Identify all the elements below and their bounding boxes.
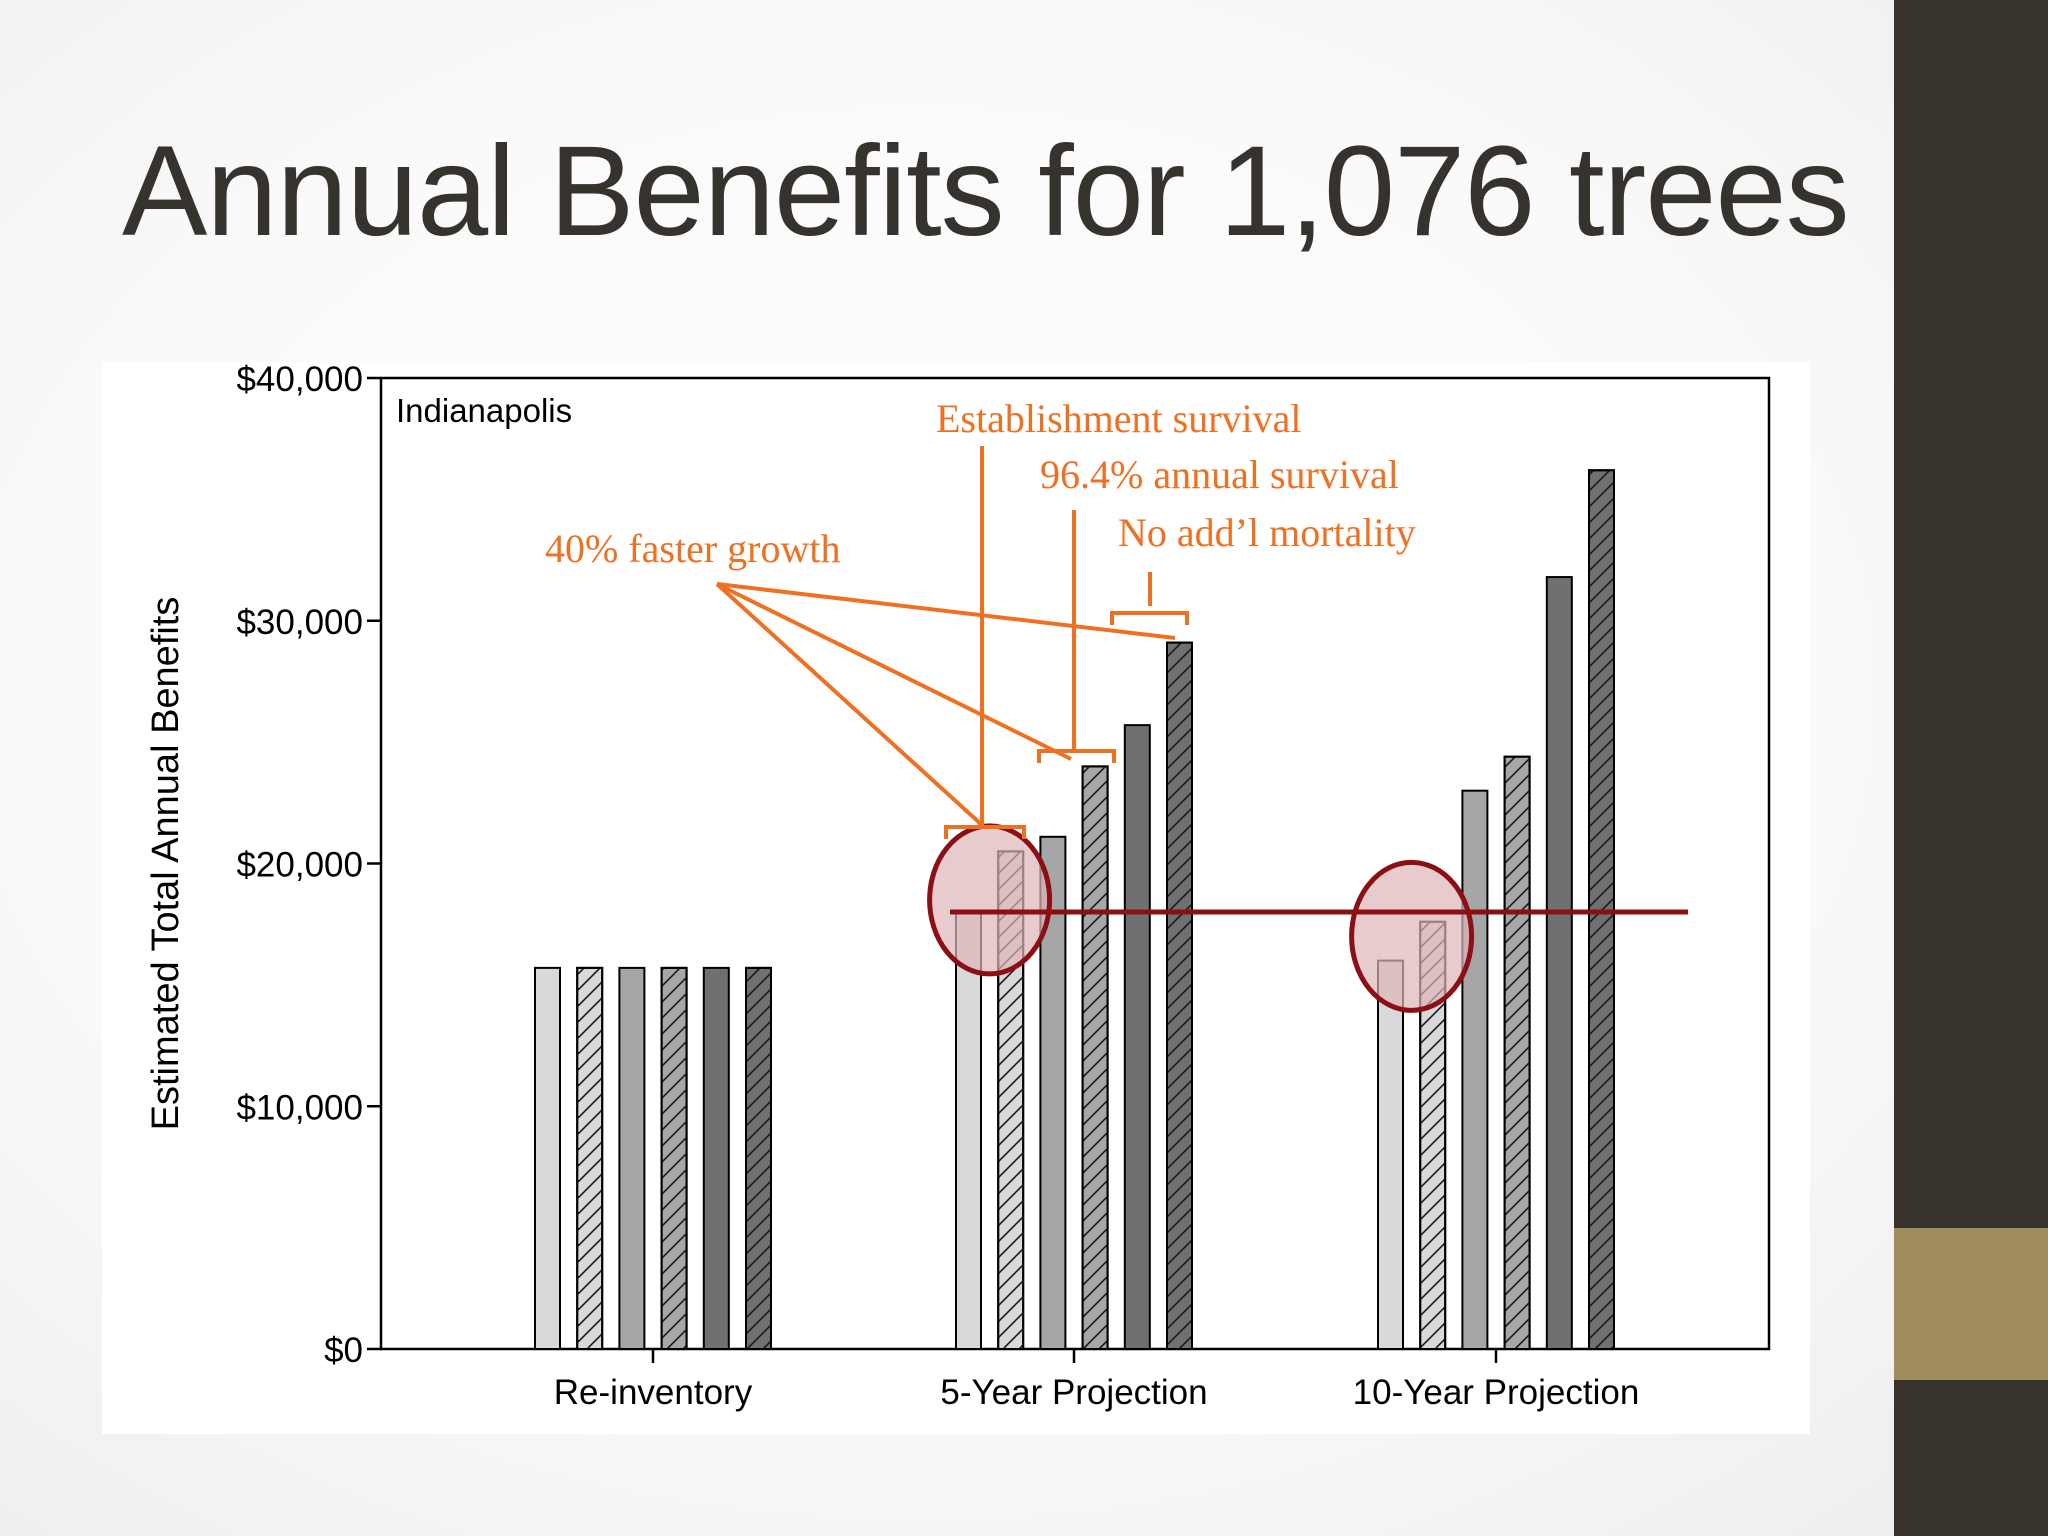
bar-hatch-2-4 [1081,765,1109,1350]
annotation-annual-survival: 96.4% annual survival [1040,452,1399,497]
bracket-establishment [944,825,1026,839]
growth-arrow-2 [716,582,1072,761]
growth-arrow-1 [715,582,984,827]
highlight-circle-2 [1349,859,1475,1013]
highlight-circle-1 [927,823,1053,977]
bar-1-5 [702,966,730,1350]
bar-chart: $0 $10,000 $20,000 $30,000 $40,000 Estimated … [145,362,1771,1412]
y-tick-label: $10,000 [236,1088,363,1127]
growth-arrow-3 [716,582,1176,640]
bracket-no-mortality [1110,611,1189,625]
bar-3-5 [1545,576,1573,1350]
bar-hatch-3-4 [1503,755,1531,1350]
bar-3-3 [1461,789,1489,1350]
chart-panel: $0 $10,000 $20,000 $30,000 $40,000 Estimated … [102,362,1810,1434]
bar-1-3 [618,966,646,1350]
bar-3-1 [1377,959,1404,1350]
y-tick-label: $0 [324,1331,363,1370]
y-tick-label: $20,000 [236,846,363,885]
panel-label: Indianapolis [396,392,572,429]
bar-1-1 [534,966,561,1350]
annotation-faster-growth: 40% faster growth [545,526,840,571]
annotation-establishment: Establishment survival [936,396,1302,441]
slide-title: Annual Benefits for 1,076 trees [122,120,1850,263]
y-axis-label: Estimated Total Annual Benefits [145,597,187,1131]
bar-hatch-2-6 [1166,641,1193,1351]
x-tick-label: 10-Year Projection [1353,1373,1640,1412]
y-tick-label: $40,000 [236,362,363,399]
bar-hatch-1-6 [745,966,772,1350]
x-tick-label: 5-Year Projection [940,1373,1207,1412]
y-tick-label: $30,000 [236,603,363,642]
bar-hatch-1-4 [660,966,688,1350]
bar-hatch-1-2 [576,966,604,1350]
x-tick-label: Re-inventory [554,1373,753,1412]
bracket-annual-survival [1037,749,1116,763]
bar-2-1 [955,911,982,1350]
annotation-no-mortality: No add’l mortality [1118,510,1416,555]
sidebar-accent [1894,1228,2048,1380]
bar-2-5 [1123,724,1151,1350]
